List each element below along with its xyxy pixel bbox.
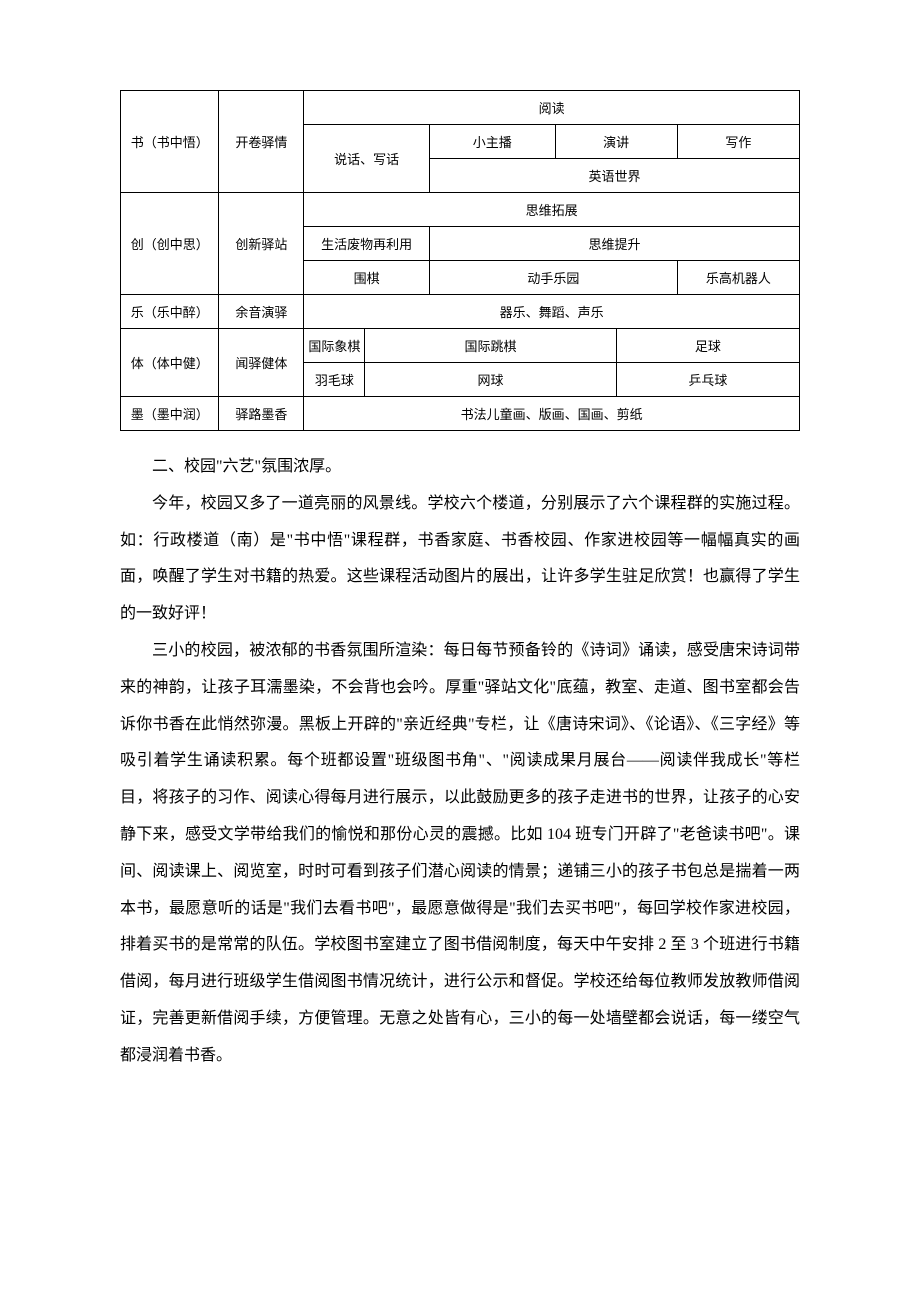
category-cell: 创（创中思） bbox=[121, 193, 219, 295]
content-cell: 演讲 bbox=[555, 125, 677, 159]
content-cell: 羽毛球 bbox=[304, 363, 365, 397]
content-cell: 小主播 bbox=[429, 125, 555, 159]
content-cell: 足球 bbox=[616, 329, 799, 363]
content-cell: 动手乐园 bbox=[429, 261, 677, 295]
curriculum-table: 书（书中悟） 开卷驿情 阅读 说话、写话 小主播 演讲 写作 英语世界 创（创中… bbox=[120, 90, 800, 431]
subcategory-cell: 创新驿站 bbox=[219, 193, 304, 295]
category-cell: 书（书中悟） bbox=[121, 91, 219, 193]
subcategory-cell: 开卷驿情 bbox=[219, 91, 304, 193]
content-cell: 网球 bbox=[365, 363, 616, 397]
table-row: 书（书中悟） 开卷驿情 阅读 bbox=[121, 91, 800, 125]
content-cell: 阅读 bbox=[304, 91, 800, 125]
table-row: 墨（墨中润） 驿路墨香 书法儿童画、版画、国画、剪纸 bbox=[121, 397, 800, 431]
table-row: 创（创中思） 创新驿站 思维拓展 bbox=[121, 193, 800, 227]
subcategory-cell: 驿路墨香 bbox=[219, 397, 304, 431]
content-cell: 乒乓球 bbox=[616, 363, 799, 397]
content-cell: 英语世界 bbox=[429, 159, 799, 193]
content-cell: 说话、写话 bbox=[304, 125, 430, 193]
body-paragraph: 今年，校园又多了一道亮丽的风景线。学校六个楼道，分别展示了六个课程群的实施过程。… bbox=[120, 486, 800, 633]
content-cell: 写作 bbox=[677, 125, 799, 159]
content-cell: 思维提升 bbox=[429, 227, 799, 261]
category-cell: 墨（墨中润） bbox=[121, 397, 219, 431]
content-cell: 国际跳棋 bbox=[365, 329, 616, 363]
content-cell: 思维拓展 bbox=[304, 193, 800, 227]
category-cell: 体（体中健） bbox=[121, 329, 219, 397]
content-cell: 国际象棋 bbox=[304, 329, 365, 363]
table-row: 体（体中健） 闻驿健体 国际象棋 国际跳棋 足球 bbox=[121, 329, 800, 363]
content-cell: 生活废物再利用 bbox=[304, 227, 430, 261]
section-title: 二、校园"六艺"氛围浓厚。 bbox=[120, 449, 800, 486]
table-row: 乐（乐中醉） 余音演驿 器乐、舞蹈、声乐 bbox=[121, 295, 800, 329]
category-cell: 乐（乐中醉） bbox=[121, 295, 219, 329]
subcategory-cell: 余音演驿 bbox=[219, 295, 304, 329]
content-cell: 器乐、舞蹈、声乐 bbox=[304, 295, 800, 329]
content-cell: 围棋 bbox=[304, 261, 430, 295]
body-paragraph: 三小的校园，被浓郁的书香氛围所渲染：每日每节预备铃的《诗词》诵读，感受唐宋诗词带… bbox=[120, 633, 800, 1075]
content-cell: 乐高机器人 bbox=[677, 261, 799, 295]
subcategory-cell: 闻驿健体 bbox=[219, 329, 304, 397]
content-cell: 书法儿童画、版画、国画、剪纸 bbox=[304, 397, 800, 431]
